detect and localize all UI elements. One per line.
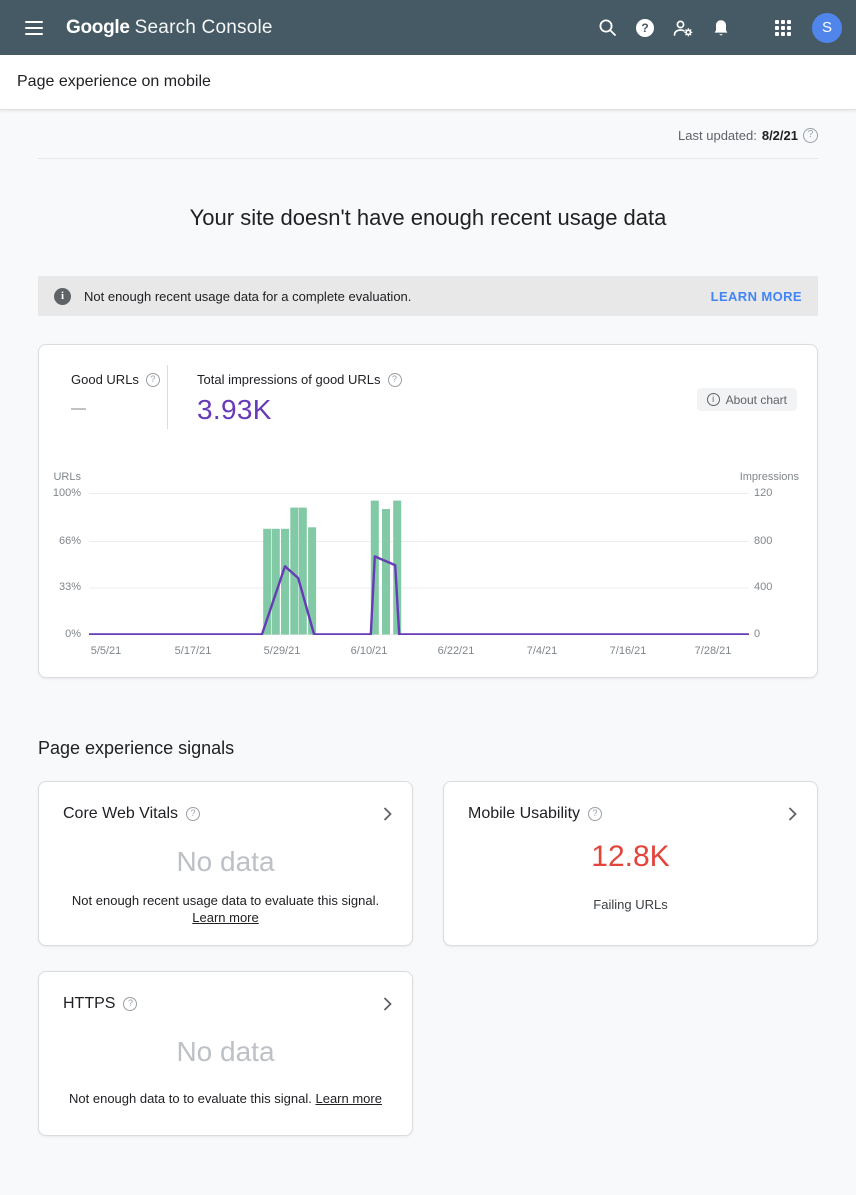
last-updated-help-icon[interactable]: ? — [803, 128, 818, 143]
apps-grid-icon[interactable] — [764, 9, 802, 47]
chart-svg — [89, 493, 749, 635]
x-axis-date-label: 5/29/21 — [263, 645, 301, 657]
mobile-usability-value: 12.8K — [591, 840, 670, 873]
search-icon[interactable] — [588, 9, 626, 47]
impressions-stat: Total impressions of good URLs ? 3.93K — [197, 372, 402, 426]
left-axis-tick: 33% — [58, 581, 81, 593]
mobile-usability-card[interactable]: Mobile Usability ? 12.8K Failing URLs — [443, 781, 818, 946]
https-description: Not enough data to to evaluate this sign… — [69, 1091, 382, 1106]
signals-grid: Core Web Vitals ? No data Not enough rec… — [38, 781, 818, 1136]
banner-message: Not enough recent usage data for a compl… — [84, 288, 412, 304]
impressions-label: Total impressions of good URLs — [197, 372, 381, 387]
good-urls-bar — [263, 528, 272, 635]
good-urls-bar — [308, 527, 317, 635]
appbar-actions: ? S — [588, 9, 842, 47]
x-axis-date-label: 5/5/21 — [90, 645, 122, 657]
chart-card: Good URLs ? — Total impressions of good … — [38, 344, 818, 678]
last-updated-value: 8/2/21 — [761, 128, 798, 143]
mobile-usability-description: Failing URLs — [593, 897, 668, 912]
about-chart-button[interactable]: i About chart — [696, 388, 797, 411]
impressions-help-icon[interactable]: ? — [387, 372, 402, 387]
right-axis-tick: 800 — [754, 535, 773, 547]
user-settings-icon[interactable] — [664, 9, 702, 47]
stat-divider — [167, 365, 168, 429]
chevron-right-icon[interactable] — [383, 997, 392, 1016]
https-value: No data — [176, 1036, 275, 1067]
https-card[interactable]: HTTPS ? No data Not enough data to to ev… — [38, 971, 413, 1136]
x-axis-date-label: 7/28/21 — [694, 645, 732, 657]
x-axis-date-label: 5/17/21 — [174, 645, 212, 657]
core-web-vitals-help-icon[interactable]: ? — [186, 807, 201, 821]
x-axis-date-label: 7/4/21 — [526, 645, 558, 657]
left-axis-tick: 66% — [58, 535, 81, 547]
right-axis-title: Impressions — [739, 471, 799, 483]
left-axis-tick: 100% — [52, 487, 81, 499]
good-urls-bar — [281, 528, 289, 635]
x-axis-date-label: 6/22/21 — [437, 645, 475, 657]
core-web-vitals-title: Core Web Vitals — [63, 805, 179, 822]
good-urls-stat: Good URLs ? — — [71, 372, 160, 417]
core-web-vitals-learn-more-link[interactable]: Learn more — [192, 910, 259, 925]
impressions-line — [89, 555, 749, 635]
mobile-usability-title: Mobile Usability — [468, 805, 581, 822]
chevron-right-icon[interactable] — [383, 807, 392, 826]
right-axis-tick: 400 — [754, 581, 773, 593]
mobile-usability-help-icon[interactable]: ? — [588, 807, 603, 821]
good-urls-bar — [393, 500, 402, 635]
good-urls-help-icon[interactable]: ? — [145, 372, 160, 387]
about-chart-info-icon: i — [706, 393, 720, 406]
banner-learn-more-link[interactable]: LEARN MORE — [710, 288, 802, 304]
last-updated-row: Last updated: 8/2/21 ? — [38, 110, 818, 159]
signals-heading: Page experience signals — [38, 738, 235, 758]
x-axis-labels: 5/5/21 5/17/21 5/29/21 6/10/21 6/22/21 7/4/21… — [89, 645, 749, 659]
good-urls-bar — [271, 528, 280, 635]
notifications-bell-icon[interactable] — [702, 9, 740, 47]
chart-plot-area — [89, 493, 749, 635]
good-urls-value: — — [71, 400, 86, 417]
about-chart-label: About chart — [725, 392, 787, 407]
app-logo[interactable]: Google Search Console — [66, 17, 273, 39]
https-help-icon[interactable]: ? — [123, 997, 138, 1011]
core-web-vitals-value: No data — [176, 846, 275, 877]
left-axis-tick: 0% — [65, 628, 81, 640]
logo-product: Search Console — [134, 16, 273, 38]
svg-text:?: ? — [641, 21, 648, 35]
https-title: HTTPS — [63, 995, 116, 1012]
info-banner: i Not enough recent usage data for a com… — [38, 276, 818, 316]
good-urls-bar — [382, 509, 390, 635]
left-axis-title: URLs — [53, 471, 81, 483]
help-icon[interactable]: ? — [626, 9, 664, 47]
chevron-right-icon[interactable] — [788, 807, 797, 826]
menu-icon[interactable] — [14, 8, 54, 48]
breadcrumb-bar: Page experience on mobile — [0, 55, 856, 110]
good-urls-label: Good URLs — [71, 372, 139, 387]
core-web-vitals-card[interactable]: Core Web Vitals ? No data Not enough rec… — [38, 781, 413, 946]
page-title: Your site doesn't have enough recent usa… — [189, 205, 667, 230]
right-axis-tick: 120 — [754, 487, 773, 499]
core-web-vitals-description: Not enough recent usage data to evaluate… — [71, 893, 380, 925]
last-updated-label: Last updated: — [678, 128, 757, 143]
app-bar: Google Search Console ? S — [0, 0, 856, 55]
x-axis-date-label: 6/10/21 — [350, 645, 388, 657]
good-urls-bar — [298, 507, 307, 635]
good-urls-bar — [290, 507, 299, 635]
x-axis-date-label: 7/16/21 — [609, 645, 647, 657]
impressions-value: 3.93K — [197, 394, 272, 425]
https-learn-more-link[interactable]: Learn more — [315, 1091, 382, 1106]
avatar[interactable]: S — [812, 12, 842, 43]
logo-google: Google — [66, 16, 130, 38]
breadcrumb: Page experience on mobile — [17, 73, 211, 90]
right-axis-tick: 0 — [754, 628, 761, 640]
info-icon: i — [54, 287, 71, 305]
